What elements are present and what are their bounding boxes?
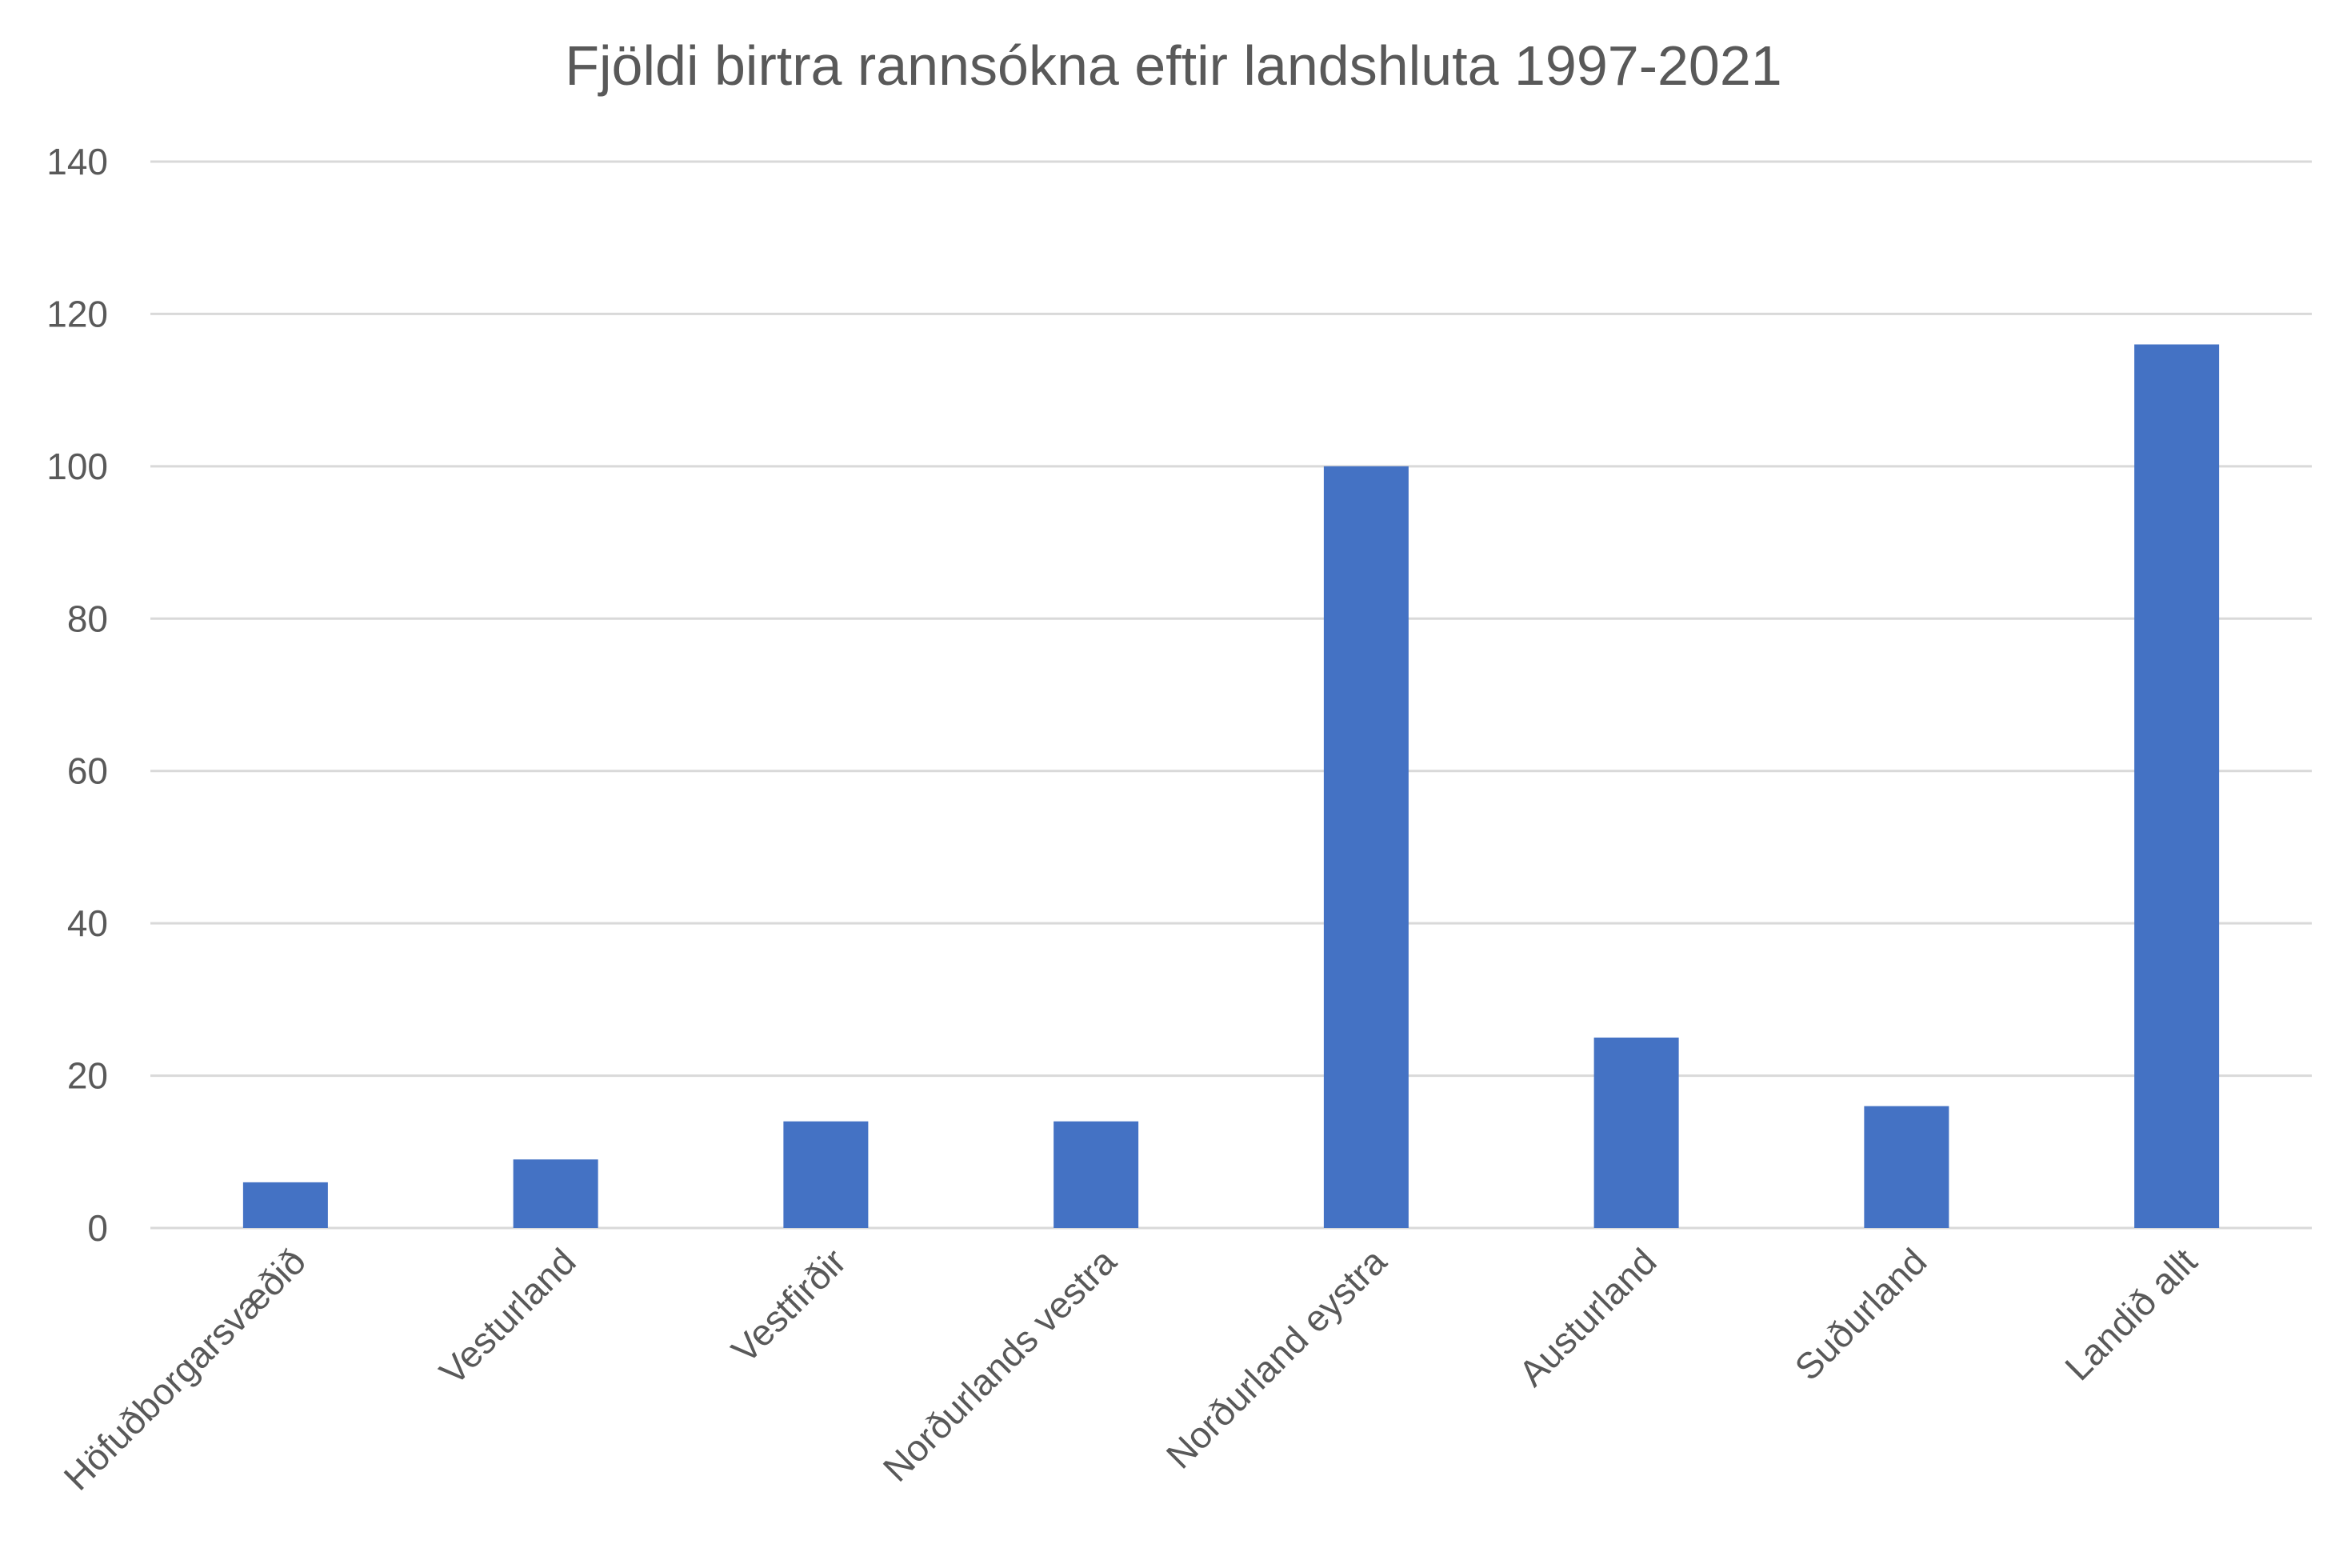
chart-title: Fjöldi birtra rannsókna eftir landshluta… [565,34,1782,97]
x-tick-label: Vestfirðir [723,1240,854,1370]
x-tick-label: Suðurland [1786,1240,1934,1388]
bar-2 [783,1121,869,1228]
bar-6 [1864,1106,1949,1228]
bars [242,344,2220,1228]
x-tick-label: Austurland [1510,1240,1664,1394]
x-axis-labels: Höfuðborgarsvæðið Vesturland Vestfirðir Nor… [55,1240,2205,1498]
bar-3 [1054,1121,1139,1228]
y-tick-label: 120 [46,293,108,334]
y-tick-label: 40 [67,902,108,944]
bar-1 [513,1159,598,1228]
y-tick-label: 100 [46,446,108,487]
x-tick-label: Landið allt [2057,1240,2205,1388]
y-tick-label: 80 [67,598,108,639]
bar-4 [1323,466,1409,1228]
x-tick-label: Norðurland eystra [1158,1240,1395,1477]
x-tick-label: Norðurlands vestra [875,1240,1125,1490]
y-tick-label: 60 [67,750,108,792]
bar-0 [242,1182,328,1228]
y-tick-label: 0 [87,1207,108,1249]
y-axis-ticks: 0 20 40 60 80 100 120 140 [46,141,108,1249]
x-tick-label: Vesturland [431,1240,583,1392]
gridlines [150,160,2312,1230]
bar-7 [2134,344,2220,1228]
y-tick-label: 20 [67,1055,108,1097]
bar-5 [1593,1037,1679,1228]
x-tick-label: Höfuðborgarsvæðið [55,1240,313,1498]
y-tick-label: 140 [46,141,108,182]
